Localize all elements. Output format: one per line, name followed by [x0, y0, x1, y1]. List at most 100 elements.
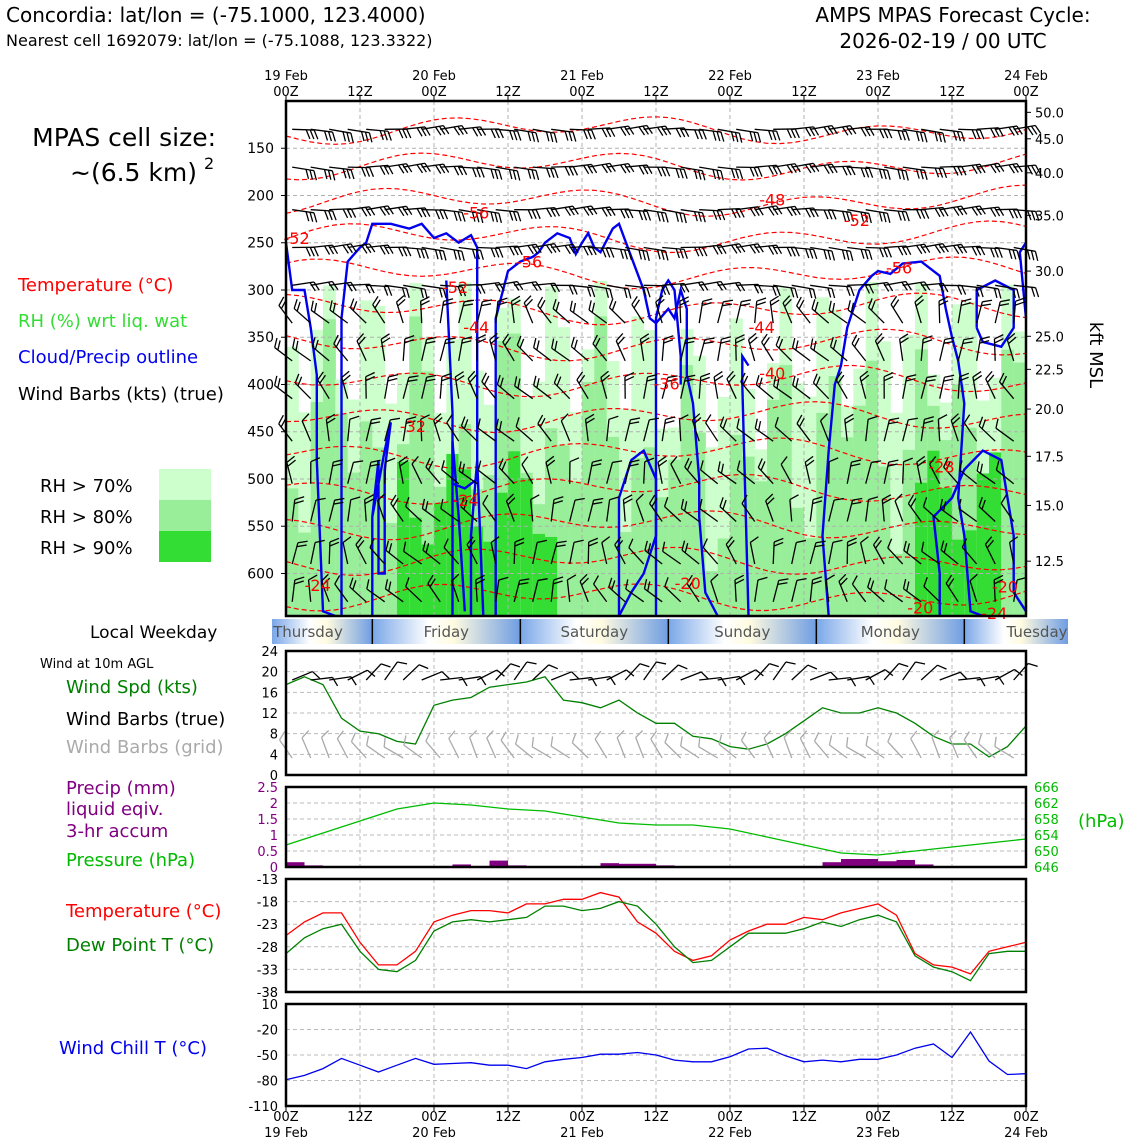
- temp-panel-frame: [284, 877, 1028, 994]
- barb-flag: [670, 456, 678, 465]
- barb-flag: [868, 126, 875, 136]
- barb-flag: [461, 251, 465, 261]
- barb-flag: [712, 245, 719, 255]
- wind-barb: [754, 284, 781, 297]
- wind-barb-true: [606, 669, 635, 681]
- wind-barb: [440, 498, 460, 523]
- barb-staff: [819, 420, 830, 442]
- barb-staff: [606, 499, 611, 522]
- barb-flag: [591, 129, 596, 140]
- barb-staff: [606, 419, 610, 442]
- barb-flag: [609, 496, 620, 501]
- barb-staff: [662, 550, 682, 565]
- wind-barb: [440, 246, 465, 261]
- barb-flag: [498, 248, 504, 258]
- wind-barb-grid: [931, 730, 941, 759]
- barb-flag: [581, 577, 589, 586]
- barb-flag: [812, 500, 823, 505]
- barb-staff: [774, 426, 793, 442]
- weekday-name: Sunday: [714, 623, 770, 641]
- barb-flag: [273, 375, 278, 386]
- barb-flag: [294, 496, 305, 501]
- barb-staff: [342, 542, 349, 565]
- wind-barb: [846, 497, 863, 522]
- barb-flag: [860, 211, 865, 222]
- barb-flag: [402, 128, 408, 139]
- barb-flag: [494, 282, 501, 292]
- wind-barb: [482, 494, 497, 522]
- barb-flag: [794, 247, 800, 257]
- barb-flag: [553, 576, 564, 581]
- wind-barb: [995, 284, 1020, 299]
- wind-barb: [846, 459, 862, 484]
- barb-flag: [609, 288, 614, 299]
- wind-barb: [606, 460, 623, 484]
- wind-barb: [421, 336, 437, 362]
- barb-flag: [734, 244, 742, 254]
- barb-flag: [353, 460, 364, 464]
- wind-barb: [384, 457, 396, 484]
- barb-staff: [532, 664, 550, 681]
- wind-barb-grid: [448, 730, 460, 759]
- barb-flag: [366, 735, 370, 746]
- top-axis-date: 20 Feb: [412, 69, 456, 84]
- barb-flag: [712, 130, 717, 141]
- barb-flag: [346, 244, 353, 254]
- kft-axis-label: kft MSL: [1085, 322, 1106, 388]
- barb-flag: [757, 576, 768, 581]
- barb-staff: [569, 542, 575, 565]
- barb-flag: [770, 299, 780, 306]
- barb-flag: [749, 207, 756, 217]
- barb-staff: [440, 676, 463, 681]
- wind-barb: [615, 333, 626, 362]
- precip-bar: [600, 863, 619, 867]
- wind-barb: [976, 336, 990, 362]
- barb-flag: [851, 575, 858, 585]
- barb-flag: [587, 164, 594, 174]
- barb-flag: [365, 375, 376, 382]
- pressure-tick-label: 658: [1034, 813, 1059, 828]
- wind-barb-grid: [350, 732, 367, 759]
- wind-barb: [347, 128, 373, 143]
- wind-barb: [328, 537, 340, 565]
- barb-flag: [379, 165, 386, 175]
- wind-barb: [899, 333, 909, 361]
- barb-flag: [835, 371, 843, 381]
- barb-flag: [973, 374, 983, 382]
- wind-barb: [699, 209, 726, 221]
- barb-flag: [882, 169, 887, 180]
- barb-flag: [471, 249, 477, 259]
- barb-flag: [425, 457, 431, 468]
- barb-flag: [776, 130, 781, 141]
- barb-flag: [457, 286, 463, 297]
- kft-axis: 50.045.040.035.030.025.022.520.017.515.0…: [1026, 106, 1064, 570]
- barb-flag: [1035, 211, 1040, 221]
- wind-barb: [754, 297, 767, 324]
- barb-flag: [516, 281, 524, 291]
- barb-flag: [590, 287, 596, 298]
- wind-barb: [972, 370, 983, 399]
- barb-flag: [453, 126, 460, 136]
- barb-flag: [681, 540, 686, 551]
- barb-flag: [940, 540, 945, 551]
- barb-flag: [978, 496, 983, 507]
- barb-flag: [425, 543, 430, 553]
- barb-staff: [569, 499, 576, 522]
- barb-flag: [631, 295, 638, 305]
- precip-bar: [489, 860, 508, 867]
- barb-flag: [883, 282, 890, 292]
- wind-barb-grid: [469, 730, 478, 759]
- barb-flag: [420, 296, 430, 302]
- barb-flag: [975, 287, 980, 297]
- barb-flag: [605, 163, 612, 173]
- barb-flag: [454, 371, 464, 378]
- wind-barb-grid: [366, 735, 386, 759]
- wind-barb: [458, 166, 485, 178]
- wind-barb: [649, 494, 663, 522]
- barb-flag: [994, 338, 1004, 344]
- wind-barb: [810, 163, 838, 175]
- barb-flag: [366, 669, 376, 677]
- barb-staff: [978, 743, 996, 759]
- barb-flag: [860, 167, 866, 178]
- barb-flag: [850, 302, 855, 313]
